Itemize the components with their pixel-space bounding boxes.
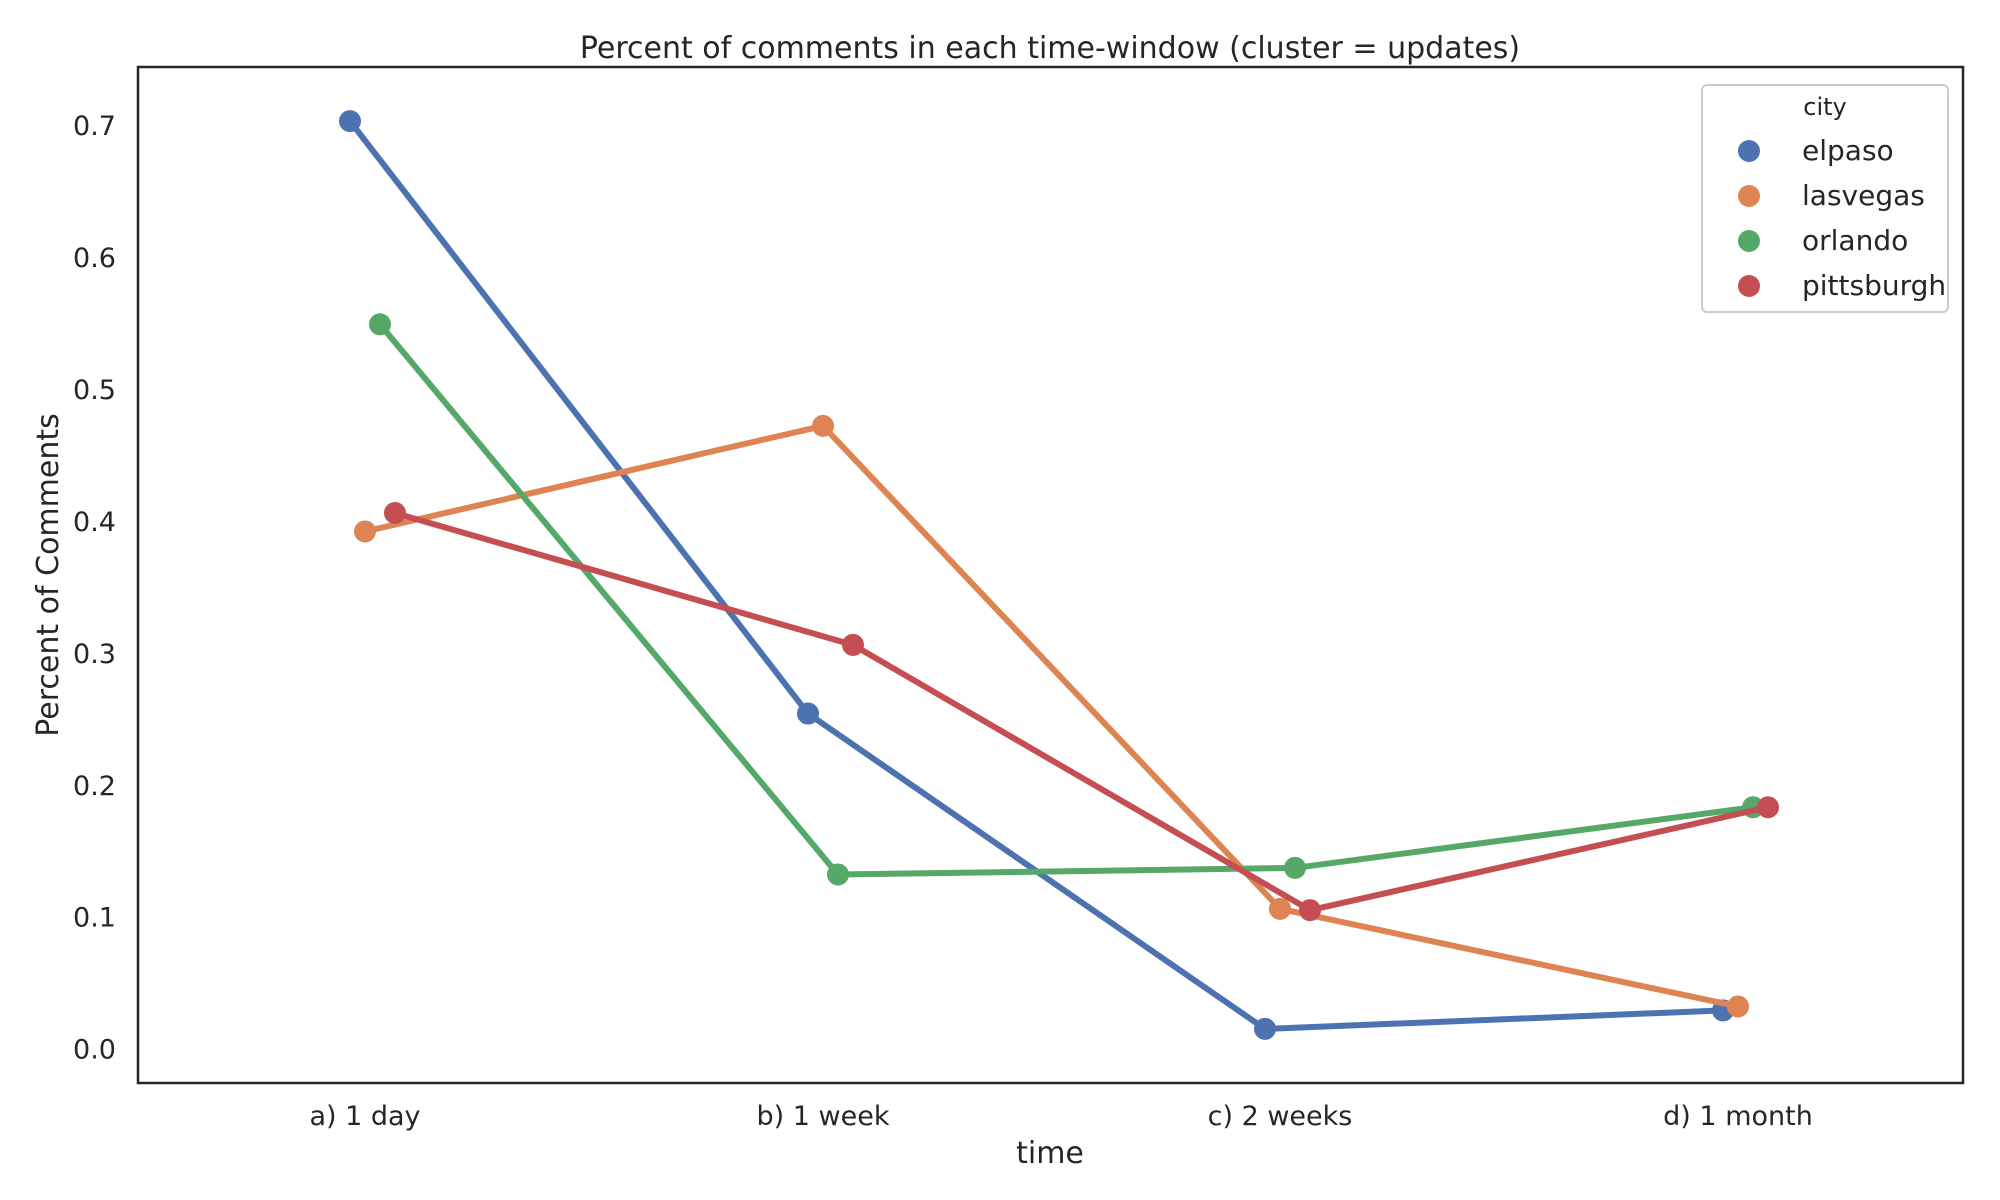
y-tick-label: 0.7 <box>73 111 116 142</box>
legend-label-lasvegas: lasvegas <box>1802 179 1925 212</box>
x-tick-label: d) 1 month <box>1663 1101 1813 1132</box>
data-point-elpaso-2 <box>797 702 819 725</box>
legend-label-pittsburgh: pittsburgh <box>1802 269 1946 302</box>
series-layer <box>339 110 1779 1040</box>
data-point-lasvegas-1 <box>354 520 376 543</box>
data-point-orlando-1 <box>369 313 391 336</box>
chart-title: Percent of comments in each time-window … <box>580 31 1520 66</box>
y-tick-label: 0.5 <box>73 375 116 406</box>
y-tick-labels: 0.0 0.1 0.2 0.3 0.4 0.5 0.6 0.7 <box>73 111 116 1066</box>
y-tick-label: 0.2 <box>73 771 116 802</box>
data-point-orlando-2 <box>827 863 849 886</box>
series-lasvegas <box>354 414 1749 1018</box>
data-point-elpaso-1 <box>339 110 361 133</box>
plot-frame <box>136 65 1965 1085</box>
legend-items: elpaso lasvegas orlando pittsburgh <box>1738 134 1946 302</box>
legend-title: city <box>1803 93 1846 121</box>
data-point-lasvegas-3 <box>1269 897 1291 920</box>
legend-marker-orlando <box>1738 230 1760 252</box>
x-axis-label: time <box>1016 1136 1084 1171</box>
legend-marker-pittsburgh <box>1738 275 1760 297</box>
data-point-lasvegas-2 <box>812 414 834 437</box>
y-axis-label: Percent of Comments <box>31 413 66 736</box>
x-tick-labels: a) 1 day b) 1 week c) 2 weeks d) 1 month <box>309 1101 1812 1132</box>
legend-label-orlando: orlando <box>1802 224 1908 257</box>
y-tick-label: 0.0 <box>73 1035 116 1066</box>
y-tick-label: 0.6 <box>73 243 116 274</box>
y-tick-label: 0.3 <box>73 639 116 670</box>
y-tick-label: 0.4 <box>73 507 116 538</box>
series-line-lasvegas <box>362 422 1741 1010</box>
series-line-pittsburgh <box>392 509 1771 914</box>
data-point-orlando-3 <box>1284 856 1306 879</box>
data-point-pittsburgh-4 <box>1757 796 1779 819</box>
series-pittsburgh <box>384 501 1779 922</box>
legend: city elpaso lasvegas orlando pittsburgh <box>1701 84 1949 313</box>
x-tick-label: a) 1 day <box>309 1101 420 1132</box>
legend-label-elpaso: elpaso <box>1802 134 1894 167</box>
data-point-pittsburgh-2 <box>842 633 864 656</box>
x-tick-label: c) 2 weeks <box>1208 1101 1353 1132</box>
legend-box <box>1701 84 1949 313</box>
series-line-orlando <box>377 321 1756 878</box>
legend-marker-elpaso <box>1738 140 1760 162</box>
data-point-pittsburgh-1 <box>384 501 406 524</box>
x-tick-label: b) 1 week <box>757 1101 890 1132</box>
legend-marker-lasvegas <box>1738 185 1760 207</box>
data-point-lasvegas-4 <box>1727 995 1749 1018</box>
data-point-pittsburgh-3 <box>1299 899 1321 922</box>
y-tick-label: 0.1 <box>73 903 116 934</box>
data-point-elpaso-3 <box>1254 1017 1276 1040</box>
